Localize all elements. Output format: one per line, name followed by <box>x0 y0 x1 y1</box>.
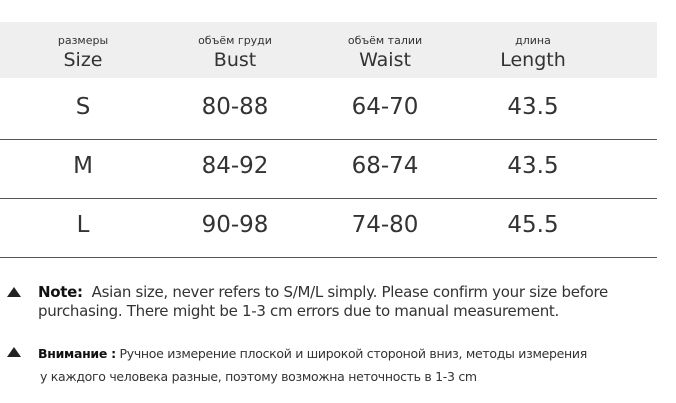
note-line: purchasing. There might be 1-3 cm errors… <box>38 302 559 320</box>
cell-value: 74-80 <box>351 212 419 238</box>
note-line: Asian size, never refers to S/M/L simply… <box>91 283 609 301</box>
row-divider <box>0 257 657 258</box>
cell-value: 84-92 <box>201 153 269 179</box>
row-divider <box>0 198 657 199</box>
header-ru: объём талии <box>347 34 423 47</box>
header-en: Waist <box>359 49 411 71</box>
header-ru: длина <box>515 34 551 47</box>
header-en: Bust <box>213 49 257 71</box>
cell-value: 45.5 <box>507 212 559 238</box>
note-line: Ручное измерение плоской и широкой сторо… <box>119 346 588 361</box>
triangle-icon <box>7 287 21 297</box>
header-band <box>0 22 657 78</box>
cell-value: 64-70 <box>351 94 419 120</box>
note-en: Note: Asian size, never refers to S/M/L … <box>38 283 608 321</box>
cell-value: S <box>75 94 91 120</box>
header-en: Size <box>63 49 103 71</box>
row-divider <box>0 139 657 140</box>
note-line: у каждого человека разные, поэтому возмо… <box>40 369 477 384</box>
triangle-icon <box>7 347 21 357</box>
cell-value: 43.5 <box>507 94 559 120</box>
header-en: Length <box>500 49 566 71</box>
cell-value: 90-98 <box>201 212 269 238</box>
cell-value: 80-88 <box>201 94 269 120</box>
cell-value: 43.5 <box>507 153 559 179</box>
note-label: Внимание : <box>38 346 116 361</box>
header-ru: объём груди <box>198 34 272 47</box>
note-label: Note: <box>38 283 83 301</box>
cell-value: M <box>73 153 93 179</box>
cell-value: L <box>76 212 90 238</box>
note-ru: Внимание : Ручное измерение плоской и ши… <box>38 342 587 388</box>
cell-value: 68-74 <box>351 153 419 179</box>
header-ru: размеры <box>57 34 109 47</box>
